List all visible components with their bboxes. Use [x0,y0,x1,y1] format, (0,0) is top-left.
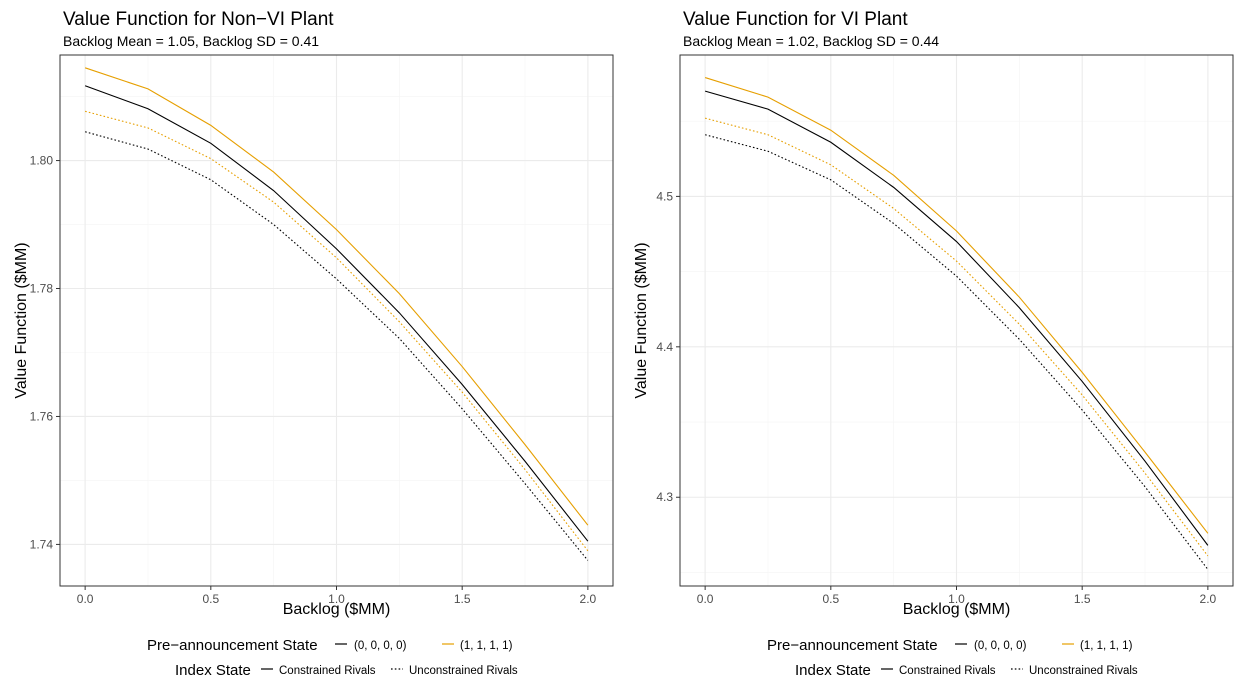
series-line-3 [84,110,589,552]
legend-label-pre-announcement-1: (0, 0, 0, 0) [974,640,1027,652]
x-tick-label: 0.0 [697,592,714,606]
legend-title-index-state: Index State [175,662,251,678]
y-tick-label: 4.4 [656,340,673,354]
chart-subtitle: Backlog Mean = 1.05, Backlog SD = 0.41 [63,33,319,49]
y-axis-title: Value Function ($MM) [633,242,650,398]
legend-title-pre-announcement: Pre−announcement State [147,637,318,654]
y-axis-title: Value Function ($MM) [13,242,30,398]
legend-label-index-state-1: Constrained Rivals [279,665,376,677]
x-axis-title: Backlog ($MM) [903,601,1011,618]
legend-label-pre-announcement-1: (0, 0, 0, 0) [354,640,407,652]
x-tick-label: 0.0 [77,592,94,606]
series-line-4 [705,134,1209,570]
chart-title: Value Function for Non−VI Plant [63,9,334,30]
legend-title-index-state: Index State [795,662,871,678]
legend-label-index-state-1: Constrained Rivals [899,665,996,677]
series-line-2 [704,90,1209,546]
series-line-1 [84,67,589,526]
series-line-1 [704,77,1209,534]
series-line-4 [84,131,589,561]
x-tick-label: 2.0 [1200,592,1217,606]
chart-2: Value Function for VI Plant Backlog Mean … [633,9,1234,678]
series-line-2 [84,85,589,542]
series-line-3 [704,117,1209,557]
x-axis-title: Backlog ($MM) [283,601,391,618]
x-tick-label: 1.0 [948,592,965,606]
legend-title-pre-announcement: Pre−announcement State [767,637,938,654]
chart-subtitle: Backlog Mean = 1.02, Backlog SD = 0.44 [683,33,939,49]
y-tick-label: 1.76 [30,409,54,423]
x-tick-label: 1.0 [328,592,345,606]
x-tick-label: 1.5 [454,592,471,606]
y-tick-label: 4.3 [656,490,673,504]
legend-label-pre-announcement-2: (1, 1, 1, 1) [460,640,513,652]
legend-label-index-state-2: Unconstrained Rivals [1029,665,1138,677]
x-tick-label: 1.5 [1074,592,1091,606]
x-tick-label: 0.5 [822,592,839,606]
y-tick-label: 1.74 [30,537,54,551]
y-tick-label: 4.5 [656,189,673,203]
x-tick-label: 2.0 [580,592,597,606]
y-tick-label: 1.80 [30,154,54,168]
y-tick-label: 1.78 [30,282,54,296]
legend-label-index-state-2: Unconstrained Rivals [409,665,518,677]
legend-label-pre-announcement-2: (1, 1, 1, 1) [1080,640,1133,652]
x-tick-label: 0.5 [202,592,219,606]
chart-title: Value Function for VI Plant [683,9,908,30]
chart-1: Value Function for Non−VI Plant Backlog M… [13,9,614,678]
